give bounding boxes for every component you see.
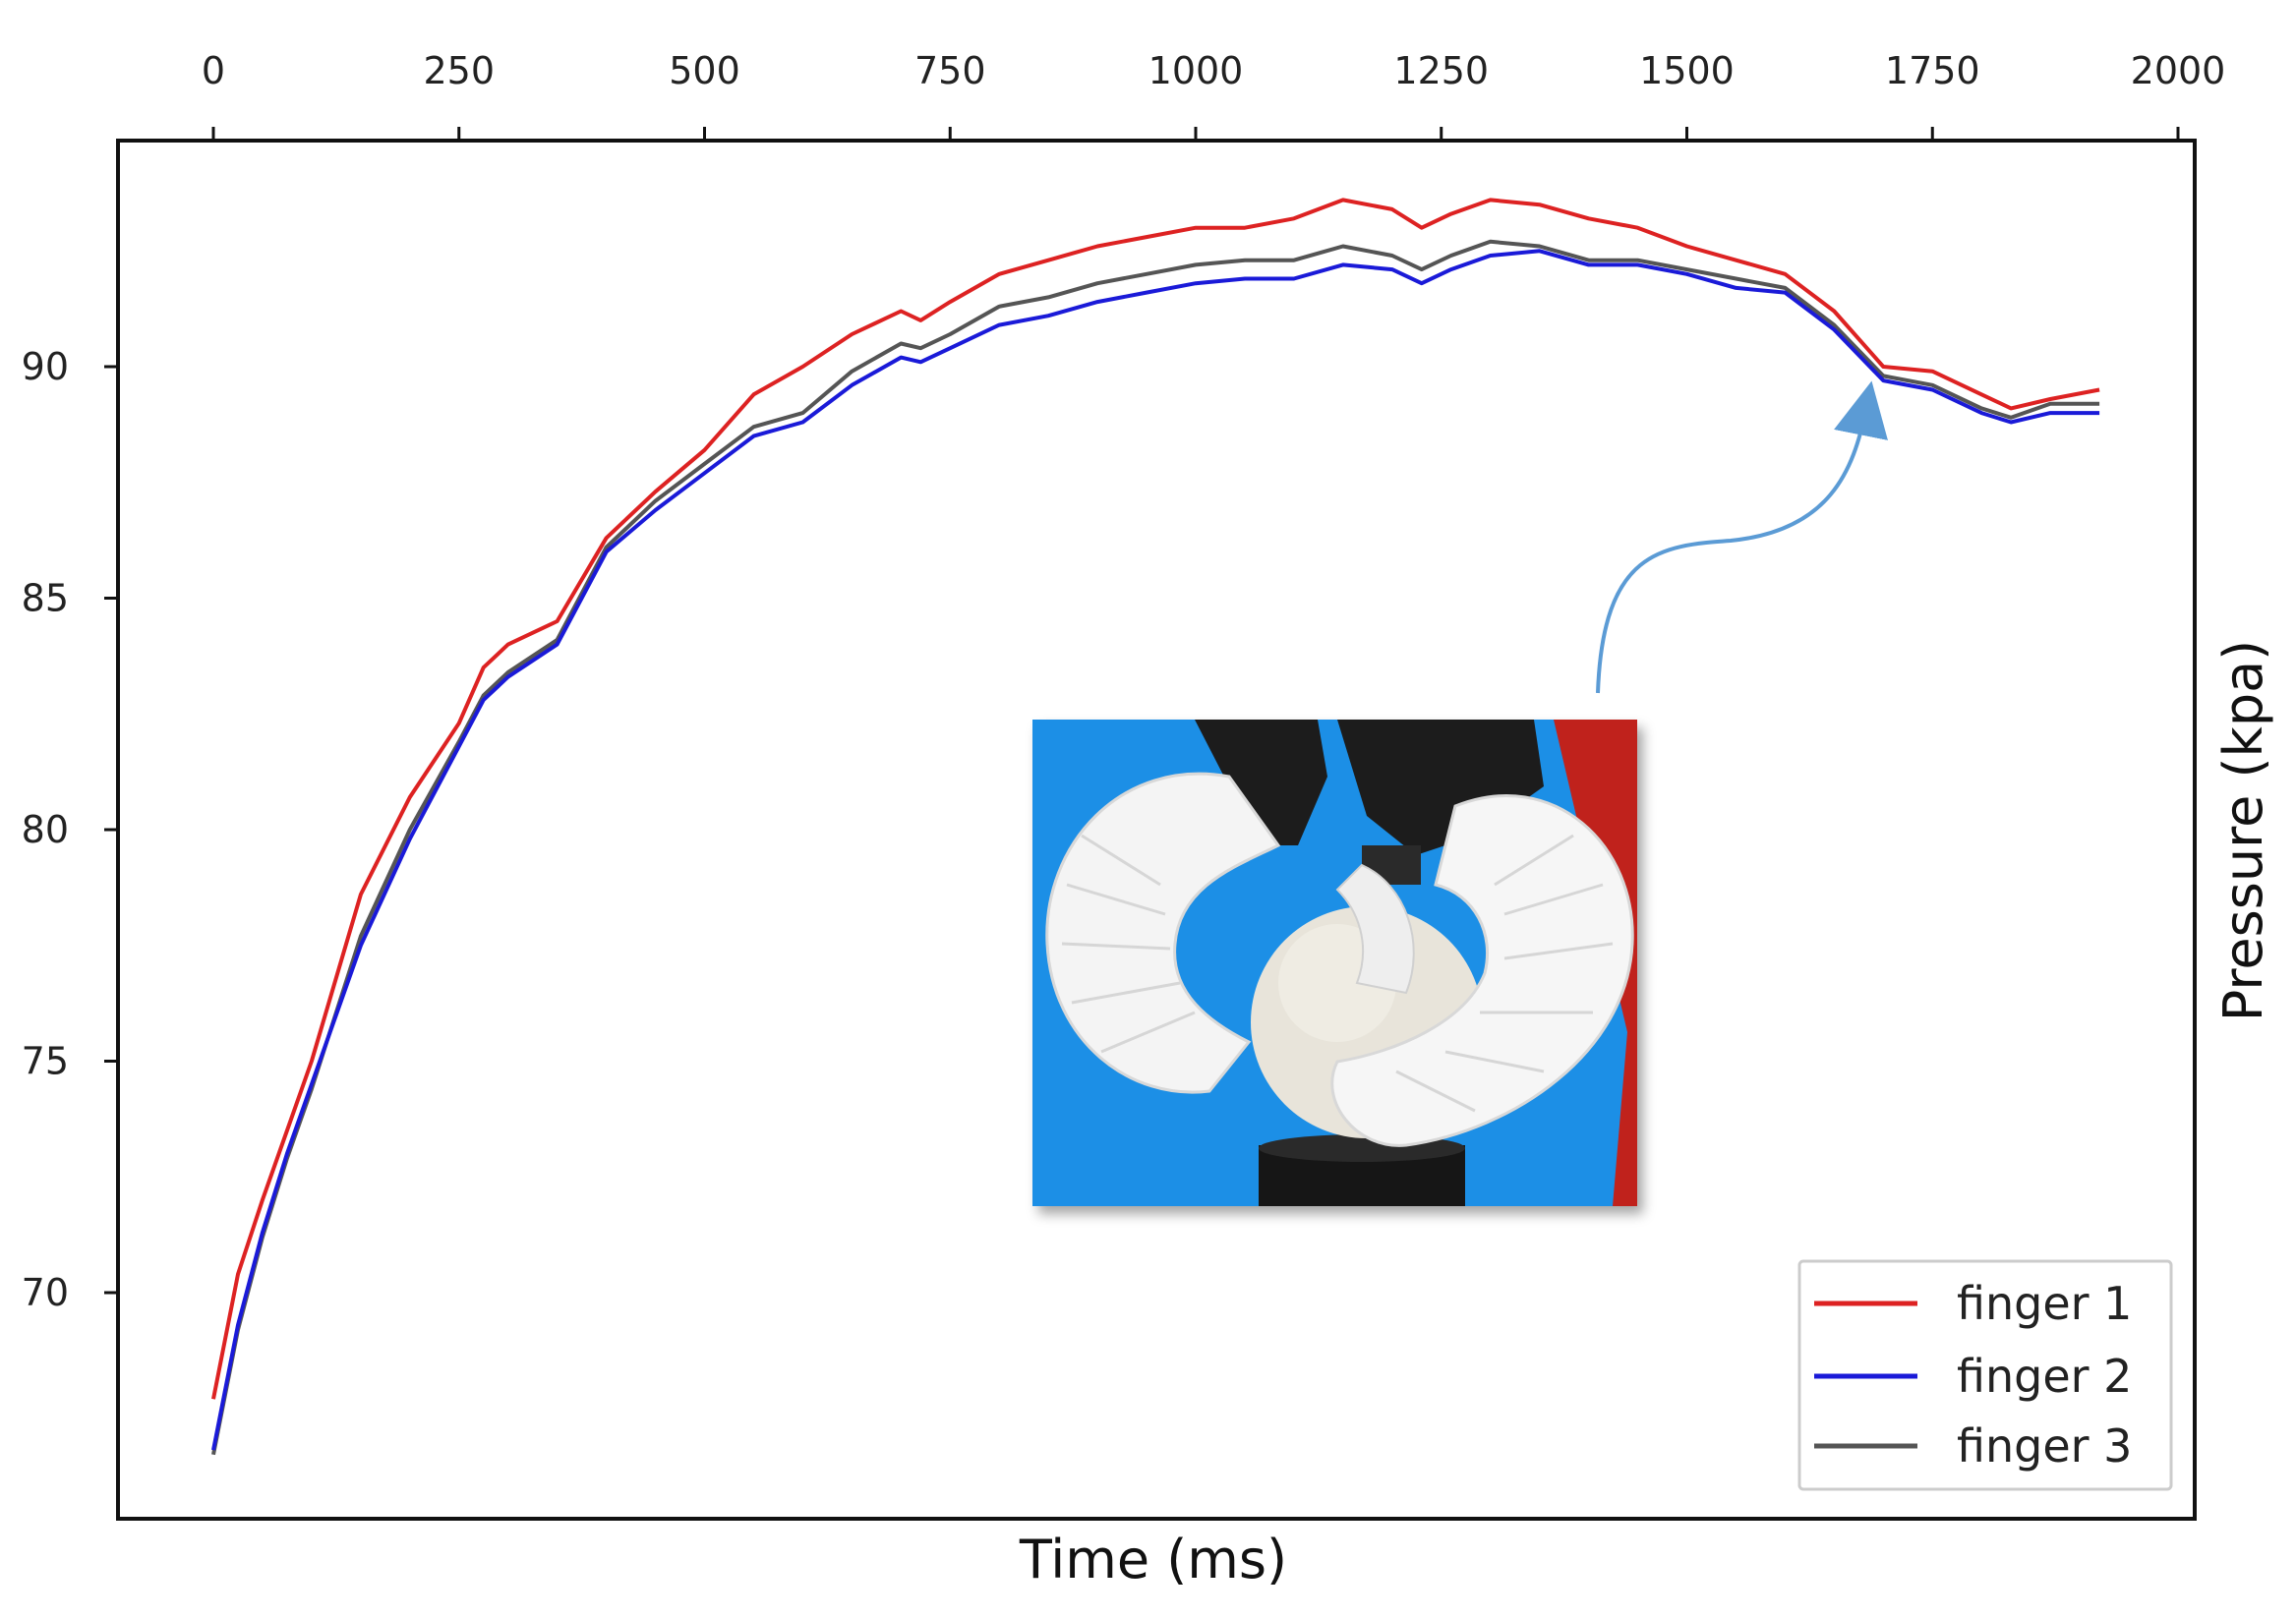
legend: finger 1 finger 2 finger 3 [1797,1259,2173,1491]
legend-label-finger-1: finger 1 [1957,1277,2132,1330]
x-axis-ticks: 0 250 500 750 1000 1250 1500 1750 2000 [202,49,2225,141]
y-tick-label: 70 [22,1271,69,1314]
x-tick-label: 1000 [1148,49,1244,92]
legend-label-finger-2: finger 2 [1957,1350,2132,1403]
y-tick-label: 80 [22,808,69,851]
x-tick-label: 750 [914,49,986,92]
series-layer [211,198,2100,1456]
x-tick-label: 2000 [2131,49,2226,92]
gripper-illustration [1045,720,1637,1206]
annotation-arrow [1596,380,1888,694]
x-tick-label: 250 [423,49,495,92]
x-tick-label: 500 [669,49,740,92]
series-line-finger-2 [211,249,2100,1451]
y-axis-ticks: 70 75 80 85 90 [22,345,118,1314]
x-tick-label: 1500 [1639,49,1735,92]
y-tick-label: 75 [22,1040,69,1083]
x-tick-label: 1750 [1885,49,1980,92]
x-axis-title: Time (ms) [1019,1529,1287,1590]
x-tick-label: 0 [202,49,225,92]
gripper-photo-inset [1032,720,1637,1206]
legend-box [1797,1259,2173,1491]
x-tick-label: 1250 [1393,49,1489,92]
series-line-finger-1 [211,198,2100,1400]
y-tick-label: 90 [22,345,69,388]
y-tick-label: 85 [22,577,69,620]
series-line-finger-3 [211,239,2100,1456]
y-axis-title: Pressure (kpa) [2212,640,2274,1022]
legend-label-finger-3: finger 3 [1957,1419,2132,1473]
